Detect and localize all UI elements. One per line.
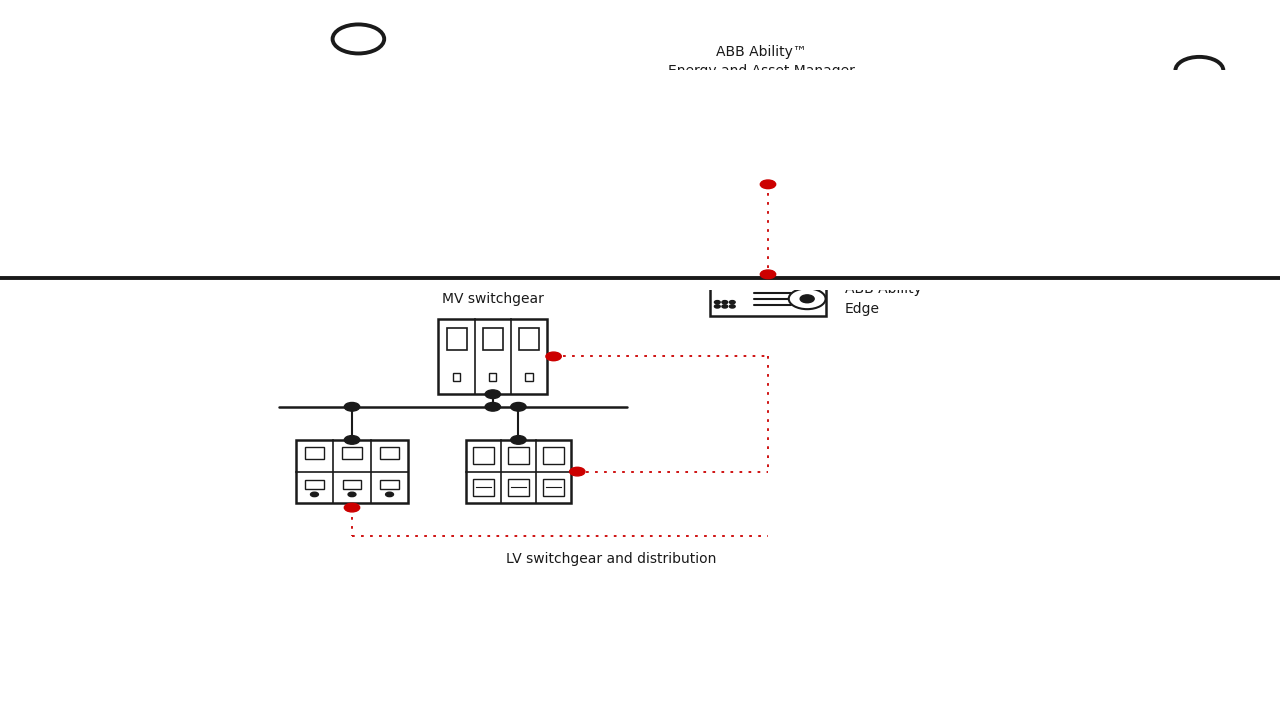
Bar <box>520 328 539 351</box>
Circle shape <box>511 402 526 411</box>
Bar <box>508 447 529 464</box>
Text: MV switchgear: MV switchgear <box>442 292 544 305</box>
Text: LV switchgear and distribution: LV switchgear and distribution <box>506 552 717 566</box>
Bar <box>305 447 324 459</box>
Bar <box>489 373 497 381</box>
Bar <box>447 328 466 351</box>
Bar <box>343 480 361 490</box>
Bar <box>472 479 494 496</box>
Circle shape <box>714 300 721 304</box>
Circle shape <box>760 270 776 279</box>
Circle shape <box>76 198 111 219</box>
Circle shape <box>485 402 500 411</box>
Circle shape <box>311 492 319 497</box>
Circle shape <box>730 300 735 304</box>
Bar <box>543 447 564 464</box>
Bar <box>472 447 494 464</box>
Circle shape <box>714 305 721 308</box>
Circle shape <box>333 24 384 53</box>
Circle shape <box>722 305 727 308</box>
Bar <box>305 480 324 490</box>
Bar <box>710 282 826 316</box>
Bar <box>438 318 548 395</box>
Text: ABB Ability™
Edge: ABB Ability™ Edge <box>845 282 936 315</box>
Circle shape <box>385 492 393 497</box>
Bar <box>508 479 529 496</box>
Circle shape <box>348 492 356 497</box>
Bar <box>543 479 564 496</box>
Circle shape <box>788 289 826 309</box>
Bar <box>380 480 399 490</box>
Circle shape <box>730 305 735 308</box>
Circle shape <box>760 180 776 189</box>
Circle shape <box>511 436 526 444</box>
Circle shape <box>344 436 360 444</box>
Bar <box>0 71 1280 290</box>
Circle shape <box>722 300 727 304</box>
Bar <box>342 447 362 459</box>
Circle shape <box>344 402 360 411</box>
Circle shape <box>570 467 585 476</box>
Bar <box>380 447 399 459</box>
Circle shape <box>800 295 814 302</box>
Bar <box>453 373 461 381</box>
Circle shape <box>1175 57 1224 84</box>
Bar <box>466 440 571 503</box>
Circle shape <box>344 503 360 512</box>
Bar <box>296 440 408 503</box>
Bar <box>525 373 532 381</box>
Bar <box>483 328 503 351</box>
Text: ABB Ability™
Energy and Asset Manager: ABB Ability™ Energy and Asset Manager <box>668 45 855 78</box>
Circle shape <box>547 352 561 361</box>
Circle shape <box>485 390 500 398</box>
